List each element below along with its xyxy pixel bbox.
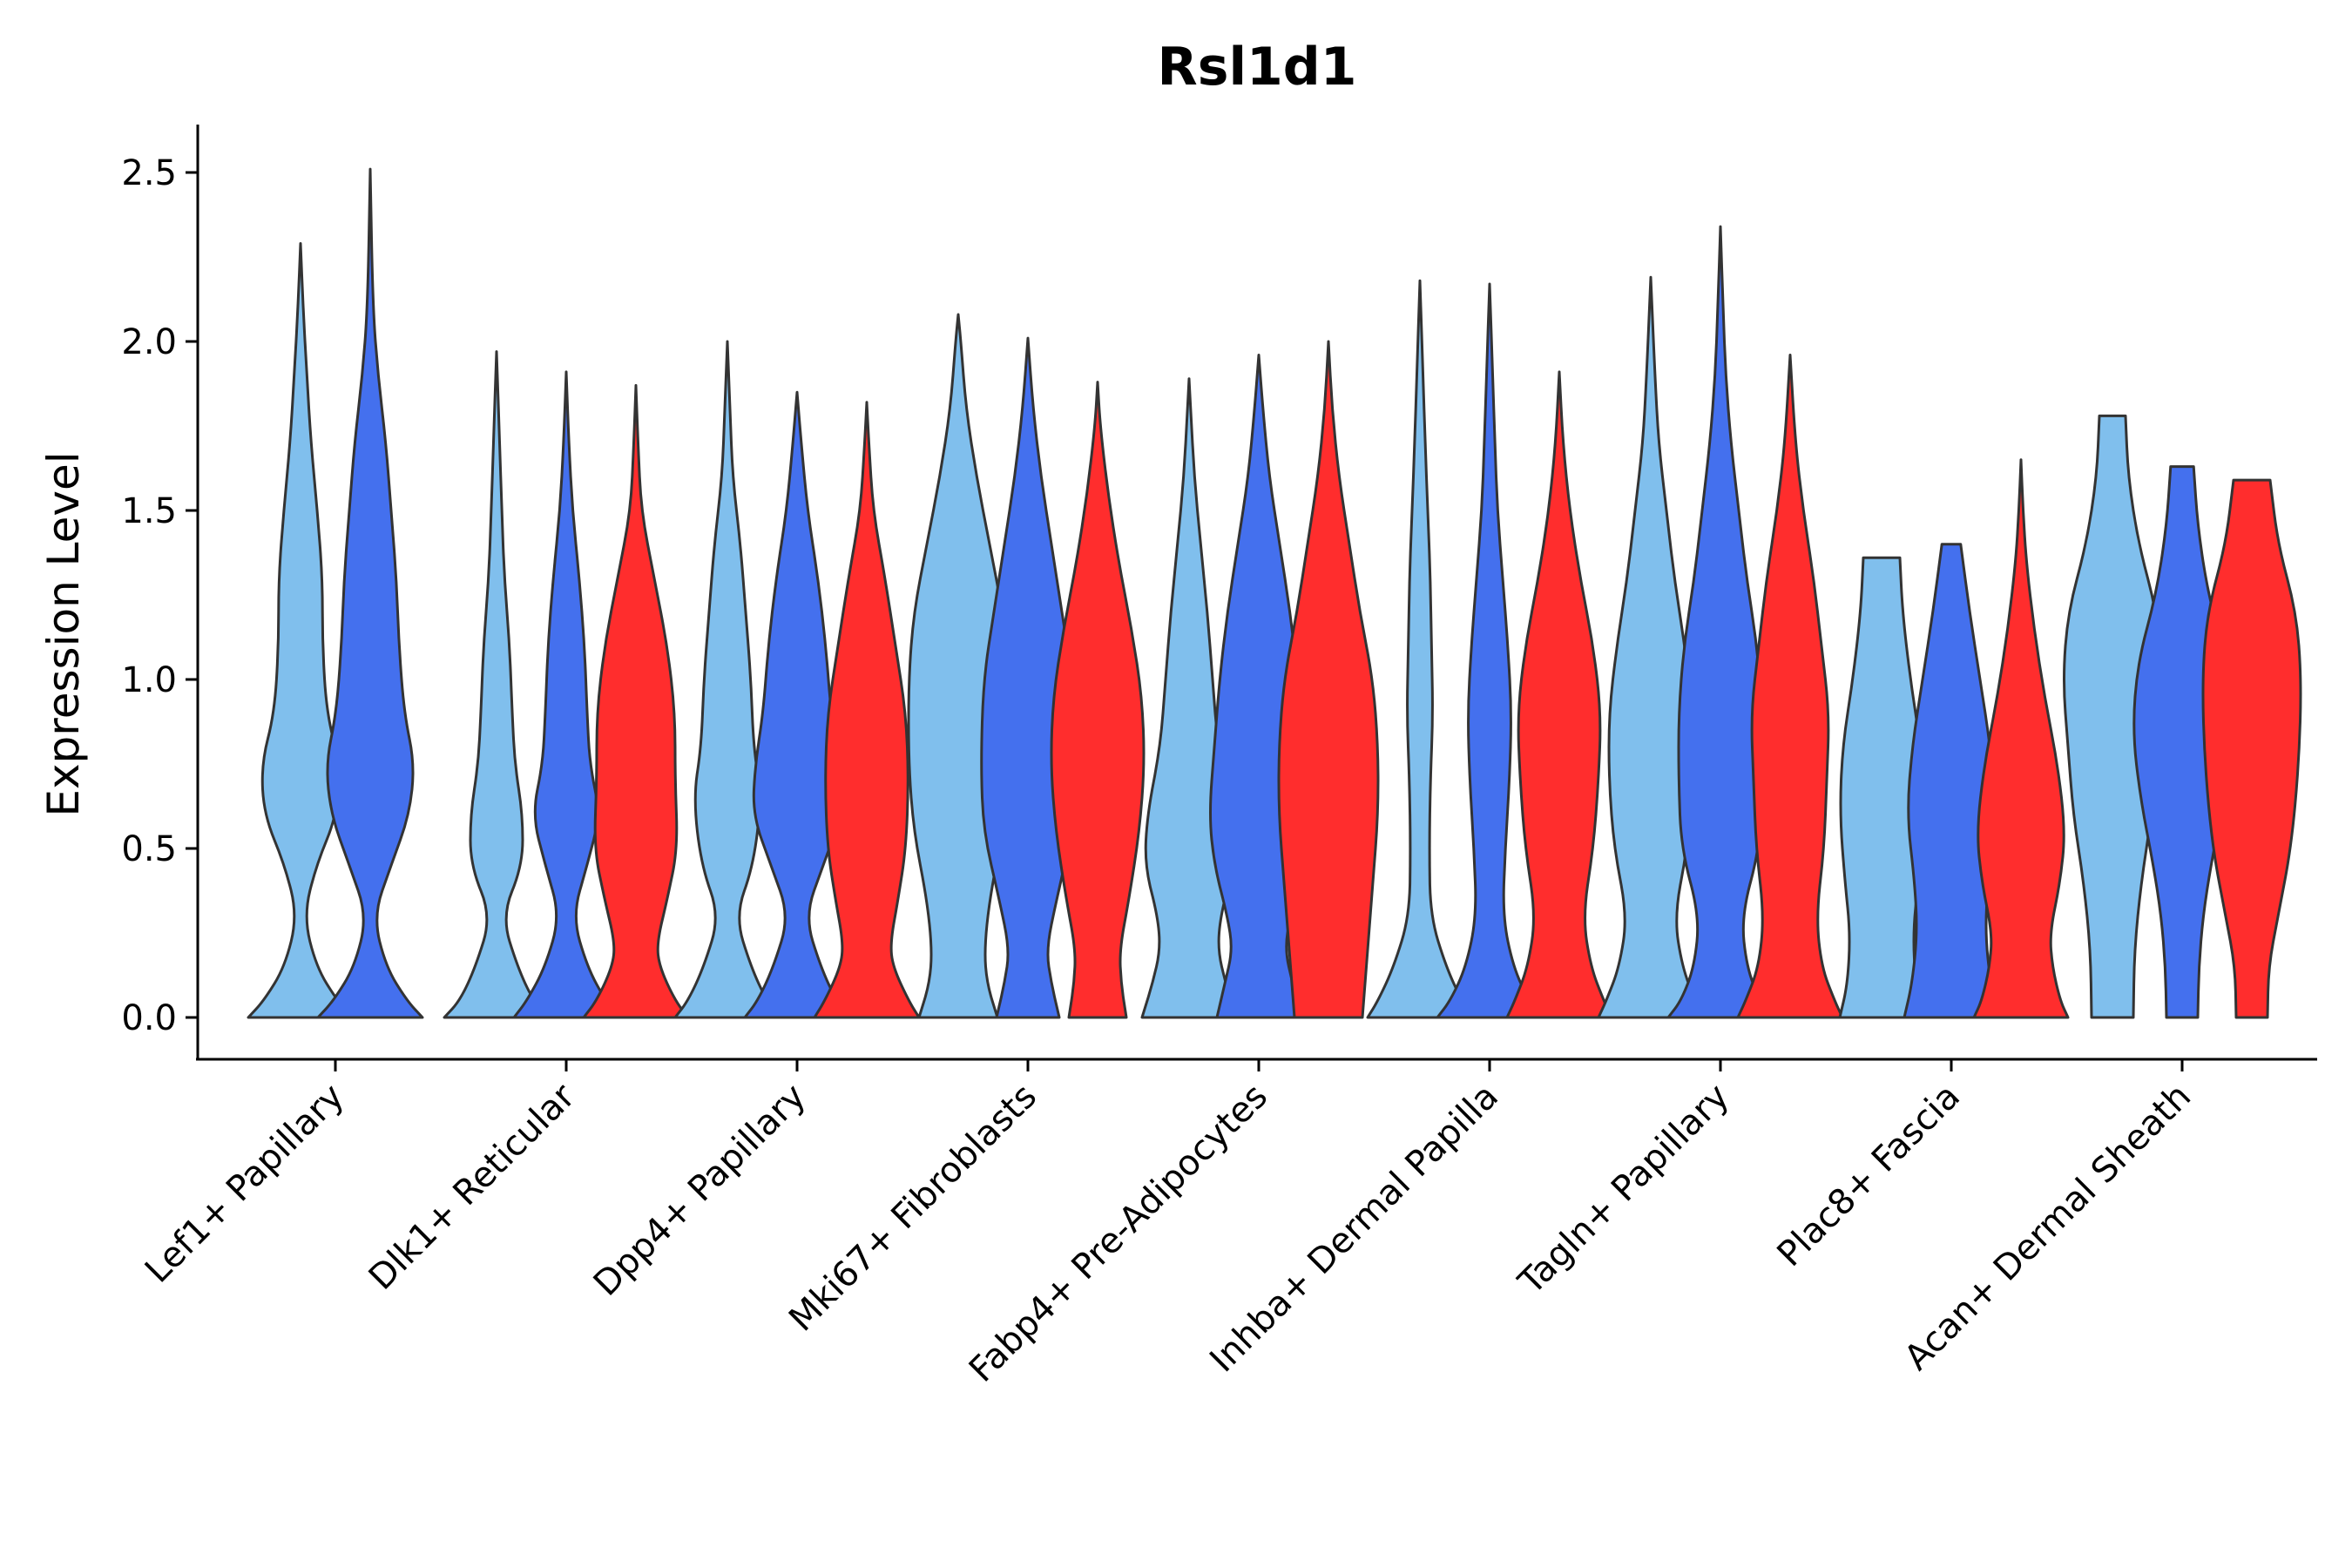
violin-5-0: [1366, 279, 1474, 1019]
y-tick-label: 2.5: [121, 153, 177, 193]
violin-3-2: [1050, 381, 1146, 1019]
violin-6-2: [1736, 354, 1844, 1019]
y-tick-label: 0.0: [121, 998, 177, 1038]
y-tick-label: 1.5: [121, 491, 177, 531]
violin-7-2: [1972, 458, 2070, 1019]
x-tick-label: Dlk1+ Reticular: [362, 1076, 584, 1298]
y-tick-label: 2.0: [121, 322, 177, 362]
violin-8-2: [2201, 478, 2302, 1019]
violin-2-2: [813, 401, 921, 1019]
x-axis-ticks: Lef1+ Papillary Dlk1+ Reticular Dpp4+ Papi…: [138, 1059, 2199, 1390]
violin-5-1: [1436, 282, 1544, 1019]
violin-7-1: [1903, 543, 2000, 1019]
violin-8-1: [2132, 465, 2232, 1019]
x-tick-label: Plac8+ Fascia: [1770, 1077, 1969, 1275]
y-axis-ticks: 0.0 0.5 1.0 1.5 2.0 2.5: [121, 153, 198, 1038]
chart-title: Rsl1d1: [1158, 37, 1357, 98]
violin-0-1: [316, 167, 424, 1019]
x-tick-label: Lef1+ Papillary: [138, 1077, 352, 1291]
violin-0-0: [247, 242, 355, 1019]
violin-2-1: [743, 390, 851, 1019]
violin-5-2: [1505, 370, 1613, 1019]
violin-layer: [247, 167, 2302, 1019]
y-axis-title: Expression Level: [38, 451, 89, 816]
violin-8-0: [2063, 414, 2162, 1019]
violin-1-0: [443, 350, 551, 1019]
violin-6-0: [1597, 275, 1705, 1019]
violin-1-2: [582, 383, 690, 1019]
y-tick-label: 1.0: [121, 660, 177, 700]
x-tick-label: Mki67+ Fibroblasts: [781, 1077, 1044, 1340]
violin-1-1: [512, 370, 620, 1019]
violin-6-1: [1666, 225, 1774, 1019]
x-tick-label: Tagln+ Papillary: [1511, 1077, 1737, 1303]
y-tick-label: 0.5: [121, 829, 177, 869]
violin-2-0: [673, 340, 781, 1019]
violin-4-2: [1277, 340, 1380, 1019]
x-tick-label: Dpp4+ Papillary: [586, 1077, 814, 1304]
